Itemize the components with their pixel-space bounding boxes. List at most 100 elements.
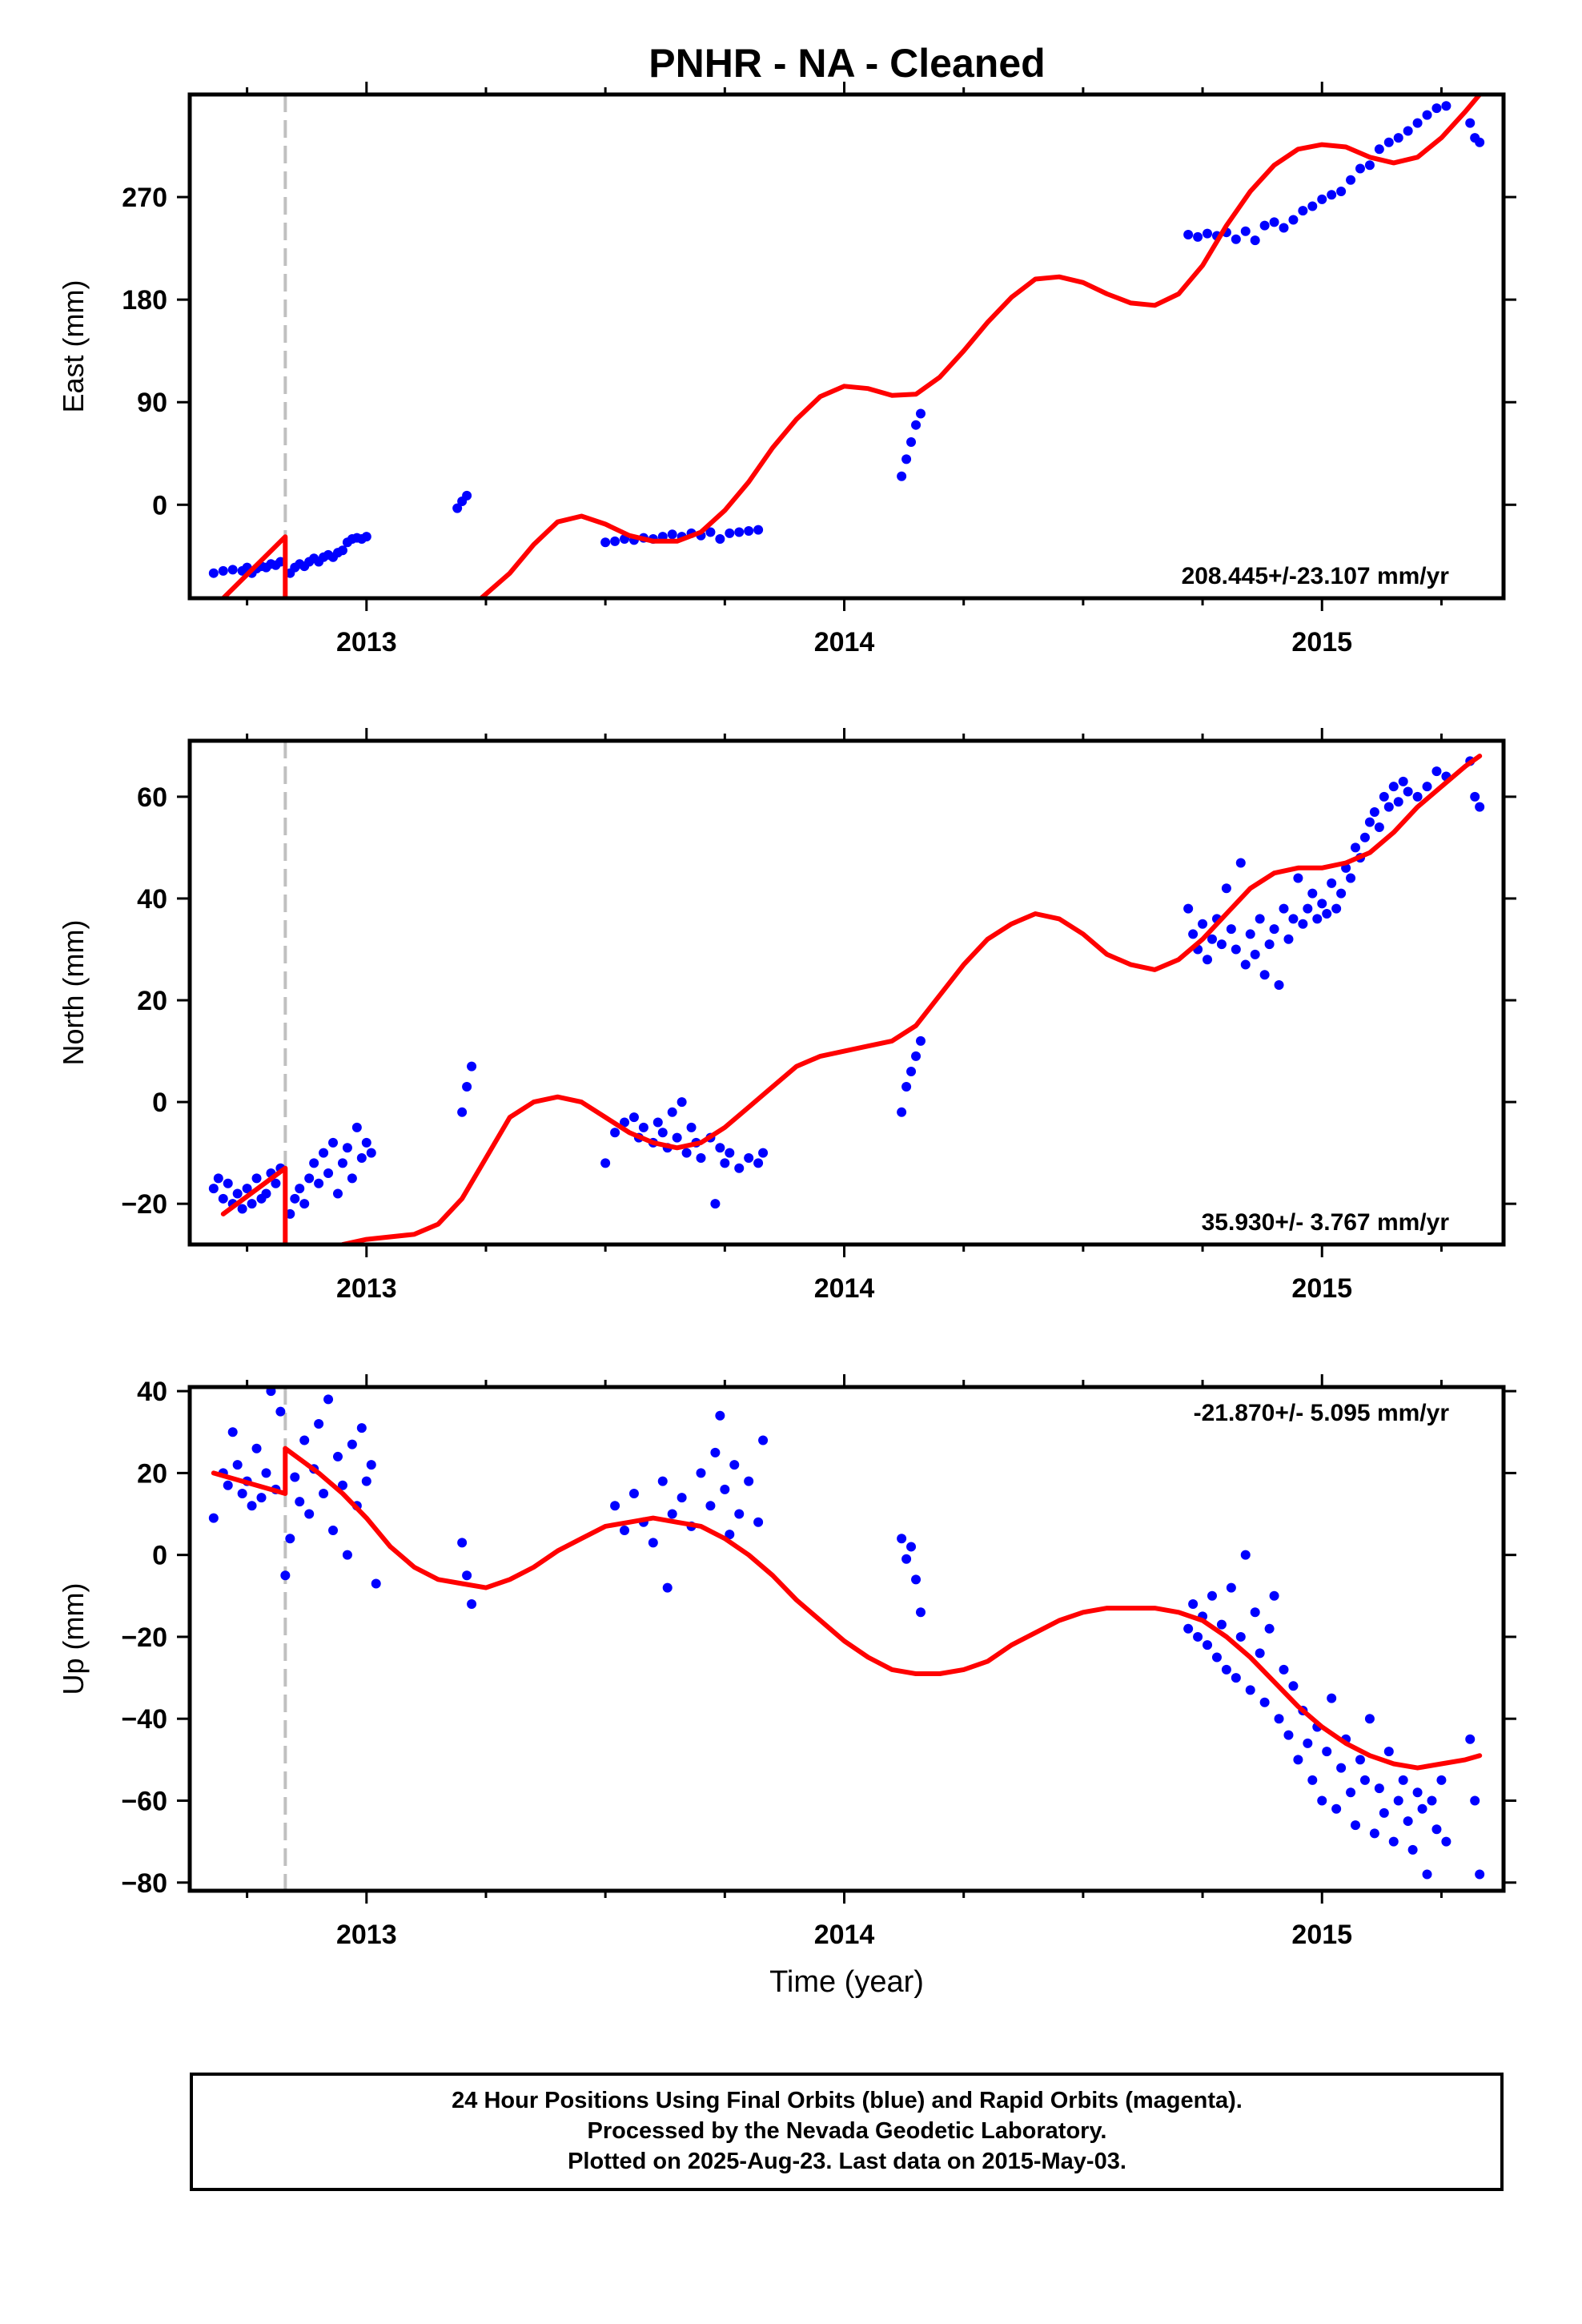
data-point: [1312, 914, 1323, 924]
data-point: [1269, 1590, 1279, 1601]
data-point: [753, 525, 764, 535]
data-point: [1203, 228, 1213, 239]
data-point: [1298, 919, 1308, 929]
data-point: [328, 1525, 339, 1535]
y-tick-label: 40: [137, 884, 167, 915]
data-point: [1216, 1619, 1227, 1630]
data-point: [1475, 137, 1485, 147]
data-point: [911, 1051, 921, 1061]
data-point: [1255, 914, 1265, 924]
panel-1: 2013 2014 2015 0 90 180 270 East (mm) 208.445+/-…: [57, 82, 1516, 657]
data-point: [1269, 924, 1279, 935]
data-point: [323, 1394, 334, 1405]
data-point: [620, 1117, 630, 1128]
data-point: [915, 1035, 926, 1046]
data-point: [261, 1468, 271, 1478]
data-point: [1283, 1730, 1294, 1740]
data-point: [744, 1152, 754, 1163]
y-tick-label: −40: [121, 1704, 167, 1735]
data-point: [1336, 1763, 1347, 1773]
data-point: [720, 1484, 730, 1494]
x-axis-label: Time (year): [769, 1965, 924, 1999]
data-point: [734, 1509, 745, 1519]
data-point: [1441, 101, 1452, 111]
data-point: [1327, 1693, 1337, 1703]
data-point: [304, 1509, 315, 1519]
data-point: [1250, 235, 1260, 246]
data-point: [280, 1570, 291, 1581]
data-point: [897, 1534, 907, 1544]
x-tick-label: 2013: [336, 627, 397, 657]
data-point: [1303, 1738, 1313, 1748]
caption-line-3: Plotted on 2025-Aug-23. Last data on 201…: [568, 2149, 1126, 2174]
panels: 2013 2014 2015 0 90 180 270 East (mm) 208.445+/-…: [57, 82, 1516, 1999]
data-point: [758, 1435, 769, 1445]
data-point: [251, 1173, 262, 1184]
data-point: [256, 1493, 267, 1503]
plot-frame: [187, 738, 1506, 1247]
data-point: [1465, 1734, 1476, 1744]
y-tick-label: 0: [152, 490, 167, 521]
data-point: [1245, 1685, 1255, 1695]
plot-area: [208, 1387, 1485, 1880]
data-point: [1250, 1607, 1260, 1618]
data-point: [337, 1158, 347, 1168]
data-point: [1274, 979, 1284, 990]
data-point: [232, 1188, 243, 1199]
data-point: [715, 1143, 725, 1153]
y-tick-label: −20: [121, 1189, 167, 1220]
data-point: [915, 1607, 926, 1618]
data-point: [1431, 766, 1442, 777]
data-point: [1307, 888, 1318, 899]
caption-line-2: Processed by the Nevada Geodetic Laborat…: [588, 2118, 1107, 2144]
data-point: [1240, 226, 1251, 236]
data-point: [628, 1112, 639, 1123]
figure-title: PNHR - NA - Cleaned: [648, 41, 1045, 86]
data-point: [1207, 934, 1217, 944]
data-point: [337, 545, 347, 556]
data-point: [906, 437, 917, 448]
data-point: [299, 1199, 310, 1209]
data-point: [725, 1530, 735, 1540]
data-point: [662, 1582, 673, 1593]
data-point: [1422, 1869, 1432, 1880]
x-tick-label: 2014: [814, 627, 875, 657]
data-point: [1346, 175, 1356, 185]
data-point: [1336, 888, 1347, 899]
data-point: [1226, 924, 1236, 935]
data-point: [1288, 914, 1299, 924]
data-point: [366, 1460, 376, 1470]
data-point: [342, 1143, 352, 1153]
data-point: [758, 1148, 769, 1158]
data-point: [1317, 899, 1327, 909]
data-point: [467, 1599, 477, 1610]
data-point: [901, 1554, 912, 1564]
data-point: [275, 1406, 286, 1417]
data-point: [906, 1066, 917, 1076]
data-point: [729, 1460, 740, 1470]
data-point: [1388, 782, 1399, 792]
data-point: [1293, 1755, 1303, 1765]
data-point: [1240, 1550, 1251, 1560]
data-point: [725, 528, 735, 538]
data-point: [361, 1137, 371, 1148]
data-point: [213, 1173, 223, 1184]
data-point: [696, 1152, 706, 1163]
data-point: [1346, 1787, 1356, 1798]
data-point: [1264, 939, 1275, 950]
data-point: [1221, 1664, 1231, 1675]
data-point: [1393, 797, 1403, 807]
data-point: [1351, 1820, 1361, 1831]
data-point: [1307, 1775, 1318, 1785]
plot-area: [208, 754, 1485, 1244]
data-point: [734, 527, 745, 537]
data-point: [1203, 1640, 1213, 1651]
y-tick-label: 20: [137, 986, 167, 1016]
data-point: [371, 1578, 381, 1589]
data-point: [1465, 118, 1476, 128]
data-point: [911, 420, 921, 430]
data-point: [1211, 1652, 1222, 1663]
data-point: [710, 1447, 721, 1458]
model-fit-line: [479, 94, 1483, 598]
data-point: [710, 1199, 721, 1209]
